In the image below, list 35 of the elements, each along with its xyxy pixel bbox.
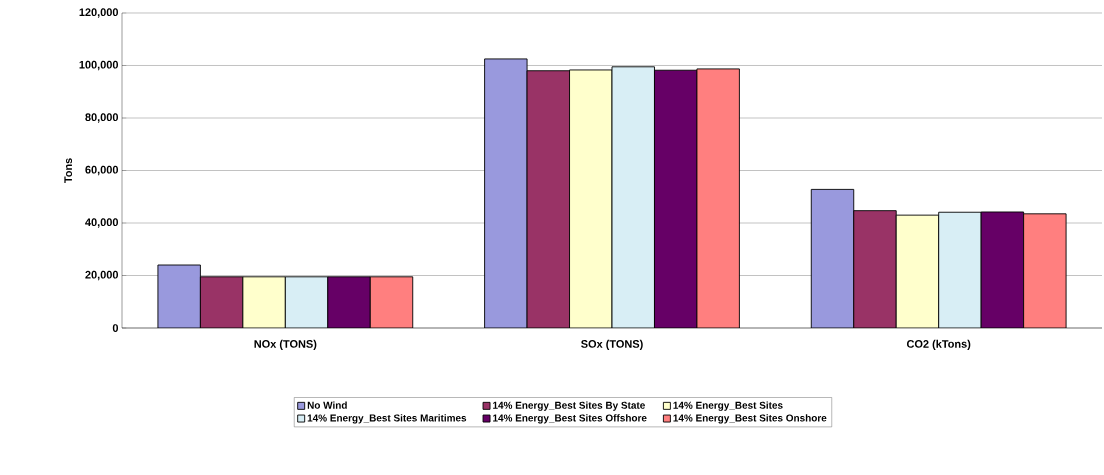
bar bbox=[1023, 213, 1067, 328]
x-tick-label: CO2 (kTons) bbox=[906, 339, 971, 350]
legend-label: 14% Energy_Best Sites Offshore bbox=[493, 414, 647, 424]
y-tick-label: 80,000 bbox=[85, 113, 119, 123]
bar bbox=[654, 69, 698, 328]
legend-label: 14% Energy_Best Sites Maritimes bbox=[307, 414, 467, 424]
bar bbox=[526, 70, 570, 328]
bar bbox=[895, 214, 940, 328]
bar bbox=[157, 264, 201, 328]
legend-label: No Wind bbox=[307, 401, 347, 409]
bar bbox=[284, 276, 329, 328]
x-tick-label: SOx (TONS) bbox=[581, 339, 643, 350]
bar bbox=[853, 210, 897, 328]
legend-label: 14% Energy_Best Sites bbox=[673, 401, 783, 411]
y-tick-label: 0 bbox=[112, 324, 119, 332]
bar bbox=[980, 211, 1025, 328]
y-tick-label: 40,000 bbox=[85, 218, 119, 228]
y-tick-label: 120,000 bbox=[79, 8, 119, 18]
bar bbox=[611, 66, 655, 328]
bar bbox=[696, 68, 740, 328]
bar bbox=[327, 276, 371, 328]
bar bbox=[810, 188, 855, 328]
bar bbox=[484, 58, 528, 328]
legend-label: 14% Energy_Best Sites Onshore bbox=[673, 414, 827, 424]
bar bbox=[938, 211, 982, 328]
bar bbox=[199, 276, 244, 328]
x-tick-label: NOx (TONS) bbox=[254, 339, 317, 350]
bar bbox=[242, 276, 286, 328]
y-axis-title: Tons bbox=[64, 158, 73, 184]
bar bbox=[569, 69, 613, 328]
y-tick-label: 100,000 bbox=[79, 60, 119, 71]
y-tick-label: 60,000 bbox=[85, 165, 119, 176]
legend-label: 14% Energy_Best Sites By State bbox=[493, 401, 645, 411]
y-tick-label: 20,000 bbox=[85, 270, 119, 281]
bar bbox=[369, 276, 414, 328]
